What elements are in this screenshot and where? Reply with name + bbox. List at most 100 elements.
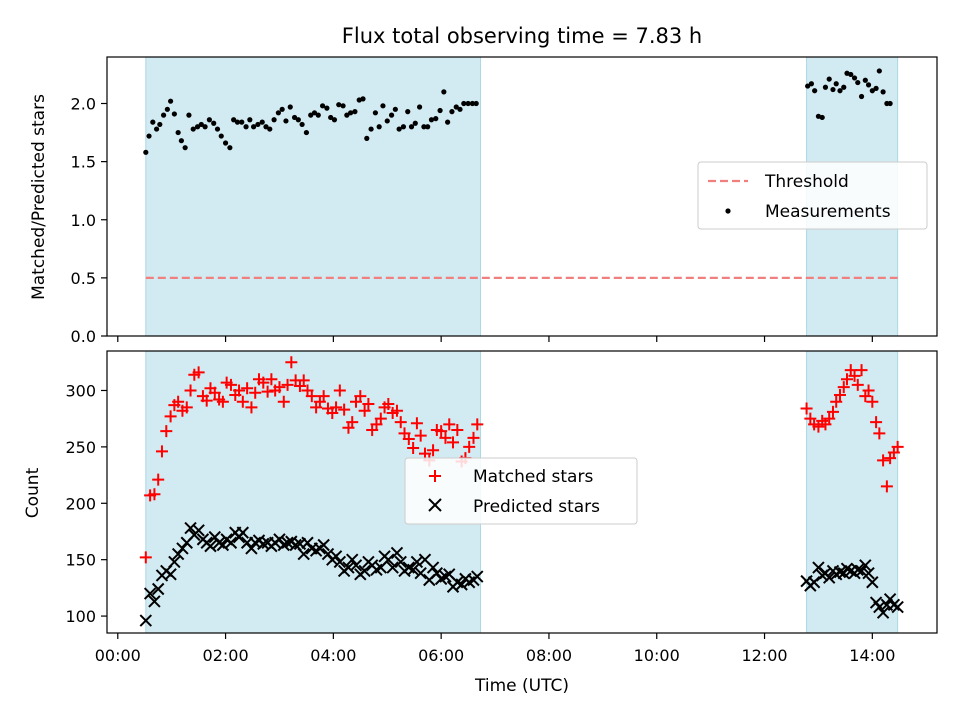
measurement-point [372,110,379,116]
measurement-point [263,124,269,130]
measurement-point [805,83,811,89]
matched-star-marker [160,425,173,438]
matched-star-marker [873,427,886,440]
predicted-star-marker [891,600,904,614]
measurement-point [376,124,382,130]
chart-title: Flux total observing time = 7.83 h [342,24,702,48]
measurement-point [328,114,334,121]
matched-star-marker [851,378,864,391]
matched-star-marker [830,395,843,408]
measurement-point [255,121,261,128]
measurement-point [259,119,265,125]
predicted-stars-points [139,521,904,627]
predicted-star-marker [143,587,157,600]
matched-star-marker [358,404,371,417]
measurement-point [190,126,196,132]
measurement-point [324,105,330,111]
matched-star-marker [139,551,152,564]
measurement-point [360,96,366,102]
x-axis-label: Time (UTC) [474,676,569,696]
predicted-star-marker [281,536,294,549]
predicted-star-marker [192,524,205,537]
matched-star-marker [390,404,403,417]
measurement-point [175,129,181,136]
predicted-star-marker [851,563,864,577]
measurement-point [275,110,281,116]
measurement-point [887,100,893,107]
measurement-point [182,145,188,151]
measurement-point [194,124,201,130]
measurement-point [218,133,224,139]
count-legend: Matched stars Predicted stars [404,457,638,525]
measurement-point [283,118,289,124]
matched-star-marker [840,373,853,386]
predicted-star-marker [823,571,836,584]
predicted-star-marker [139,614,153,627]
count-y-tick-label: 150 [65,551,96,570]
predicted-star-marker [855,564,868,578]
predicted-star-marker [358,564,371,578]
matched-star-marker [192,366,205,379]
matched-star-marker [216,395,229,408]
predicted-star-marker [390,546,404,560]
matched-star-marker [346,416,359,429]
count-y-tick-label: 300 [65,381,96,400]
ratio-plot-frame [106,56,938,337]
measurement-point [247,117,253,123]
count-y-tick-label: 200 [65,494,96,513]
predicted-star-marker [876,606,890,619]
measurement-point [291,114,298,121]
predicted-star-marker [204,539,217,553]
matched-star-marker [261,385,274,398]
matched-star-marker [233,384,246,397]
measurement-point [352,109,358,115]
measurement-point [880,89,886,95]
matched-star-marker [463,440,476,453]
matched-star-marker [447,436,460,449]
matched-star-marker [155,445,168,458]
measurement-point [851,75,858,81]
measurement-point [869,88,875,94]
matched-star-marker [172,395,185,408]
matched-star-marker [891,440,904,453]
measurement-point [405,109,411,115]
measurement-point [433,116,439,122]
matched-star-marker [273,381,286,394]
measurement-point [368,126,374,132]
measurement-point [178,138,184,144]
measurement-point [227,145,233,151]
matched-star-marker [427,444,440,457]
matched-stars-points [139,356,904,564]
measurement-point [267,126,273,132]
measurements-legend-label: Measurements [765,202,891,222]
matched-star-marker [333,384,346,397]
measurement-point [171,111,177,117]
predicted-star-marker [148,595,161,608]
ratio-y-axis-label: Matched/Predicted stars [29,94,49,300]
measurement-point [449,109,455,115]
measurement-point [830,86,836,93]
measurement-point [855,79,861,86]
matched-star-marker [152,473,165,486]
threshold-legend-label: Threshold [764,172,849,192]
measurement-point [388,112,395,118]
count-y-ticks: 100 150 200 250 300 [65,381,107,626]
ratio-y-tick-label: 0.5 [71,269,96,288]
measurements-legend-swatch [725,208,731,214]
matched-star-marker [414,429,427,442]
matched-star-marker [338,403,351,416]
matched-star-marker [866,395,879,408]
matched-star-marker [265,373,278,386]
measurement-point [348,110,354,116]
measurement-point [848,71,854,78]
predicted-star-marker [224,536,238,549]
measurement-point [222,140,229,146]
measurement-point [457,106,463,112]
measurement-point [392,106,398,112]
matched-star-marker [394,416,407,429]
measurement-point [164,106,170,112]
matched-star-marker [880,480,893,493]
measurement-point [206,117,213,123]
measurement-point [858,93,865,100]
measurement-point [340,103,346,109]
